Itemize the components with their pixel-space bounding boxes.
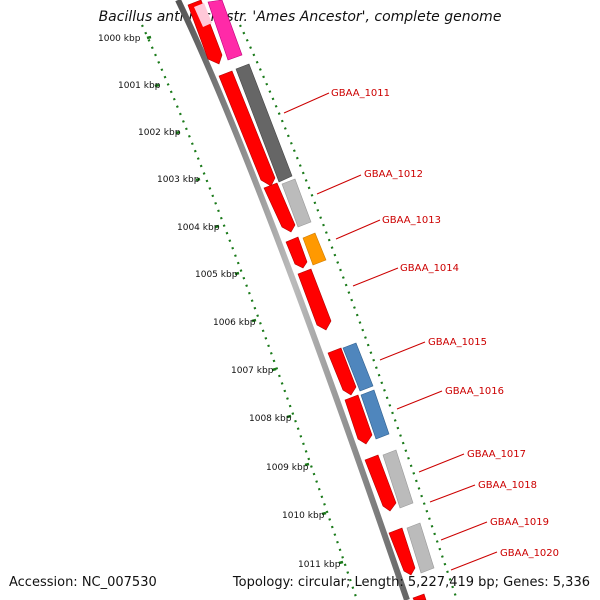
gene-label: GBAA_1011 — [331, 88, 390, 99]
gene-label: GBAA_1018 — [478, 480, 537, 491]
genome-summary-text: Topology: circular; Length: 5,227,419 bp… — [232, 575, 590, 590]
cds-arrow — [218, 70, 276, 187]
gene-labels: GBAA_1011 GBAA_1012 GBAA_1013 GBAA_1014 … — [331, 88, 559, 559]
gene-label: GBAA_1016 — [445, 386, 504, 397]
feature-block-orange — [302, 232, 327, 266]
feature-block-light-pink — [194, 3, 212, 27]
feature-block-pink — [207, 0, 243, 61]
kbp-label: 1002 kbp — [138, 128, 181, 138]
feature-block-dark-gray — [235, 63, 293, 183]
kbp-label: 1007 kbp — [231, 366, 274, 376]
kbp-label: 1008 kbp — [249, 414, 292, 424]
gene-label: GBAA_1014 — [400, 263, 459, 274]
scale-tick-line — [141, 24, 359, 600]
gene-label: GBAA_1017 — [467, 449, 526, 460]
feature-block-light-gray — [382, 449, 414, 509]
kbp-label: 1000 kbp — [98, 34, 141, 44]
gene-label: GBAA_1019 — [490, 517, 549, 528]
cds-arrow — [285, 236, 308, 269]
kbp-label: 1005 kbp — [195, 270, 238, 280]
cds-track — [187, 0, 427, 600]
kbp-label: 1004 kbp — [177, 223, 220, 233]
gene-leader-lines — [283, 92, 498, 571]
kbp-label: 1003 kbp — [157, 175, 200, 185]
scale-major-ticks — [146, 35, 344, 565]
cds-arrow — [344, 394, 373, 445]
feature-tick-line — [239, 24, 459, 600]
kbp-label: 1010 kbp — [282, 511, 325, 521]
scale-labels: 1000 kbp 1001 kbp 1002 kbp 1003 kbp 1004… — [98, 34, 341, 570]
gene-label: GBAA_1020 — [500, 548, 559, 559]
feature-block-blue — [342, 342, 374, 392]
cds-arrow — [187, 0, 223, 65]
gene-label: GBAA_1012 — [364, 169, 423, 180]
kbp-label: 1009 kbp — [266, 463, 309, 473]
gene-label: GBAA_1015 — [428, 337, 487, 348]
kbp-label: 1001 kbp — [118, 81, 161, 91]
cds-arrow — [263, 182, 296, 233]
cds-arrow — [364, 454, 397, 512]
gene-label: GBAA_1013 — [382, 215, 441, 226]
genome-backbone — [175, 0, 410, 600]
cds-arrow — [297, 268, 332, 331]
feature-block-light-gray — [406, 522, 435, 574]
feature-block-light-gray — [281, 178, 312, 228]
cds-arrow — [388, 527, 416, 576]
cds-arrow — [327, 347, 357, 396]
cds-arrow — [412, 593, 427, 600]
accession-text: Accession: NC_007530 — [9, 575, 157, 590]
feature-block-blue — [360, 389, 390, 440]
kbp-label: 1011 kbp — [298, 560, 341, 570]
kbp-label: 1006 kbp — [213, 318, 256, 328]
